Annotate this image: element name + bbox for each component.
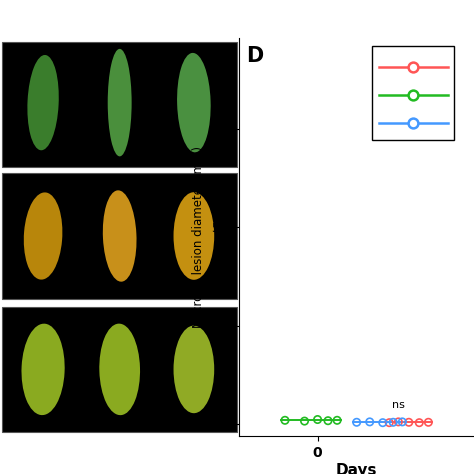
Point — [324, 417, 332, 425]
FancyBboxPatch shape — [372, 46, 455, 140]
Point — [366, 418, 374, 426]
FancyBboxPatch shape — [2, 173, 237, 299]
Ellipse shape — [100, 324, 140, 415]
Point — [399, 418, 406, 426]
Point — [314, 416, 321, 423]
Ellipse shape — [108, 49, 132, 156]
Point — [410, 91, 417, 99]
Point — [394, 418, 402, 426]
Text: ns: ns — [392, 401, 405, 410]
FancyBboxPatch shape — [2, 307, 237, 432]
Point — [389, 419, 397, 426]
Point — [415, 419, 423, 427]
Text: D: D — [246, 46, 263, 66]
Ellipse shape — [27, 55, 59, 150]
Point — [385, 419, 393, 427]
Point — [353, 419, 360, 426]
Ellipse shape — [21, 324, 64, 415]
Point — [410, 64, 417, 71]
Point — [425, 419, 432, 426]
Point — [333, 417, 341, 424]
Ellipse shape — [24, 192, 63, 280]
Point — [410, 119, 417, 127]
Ellipse shape — [173, 326, 214, 413]
Ellipse shape — [177, 53, 210, 152]
X-axis label: Days: Days — [336, 463, 377, 474]
Point — [379, 419, 386, 427]
Ellipse shape — [103, 191, 137, 282]
Ellipse shape — [173, 192, 214, 280]
Point — [405, 419, 412, 426]
Y-axis label: Necrosis lesion diameter (mm): Necrosis lesion diameter (mm) — [192, 146, 205, 328]
Point — [301, 417, 308, 425]
Point — [281, 417, 289, 424]
FancyBboxPatch shape — [2, 42, 237, 167]
